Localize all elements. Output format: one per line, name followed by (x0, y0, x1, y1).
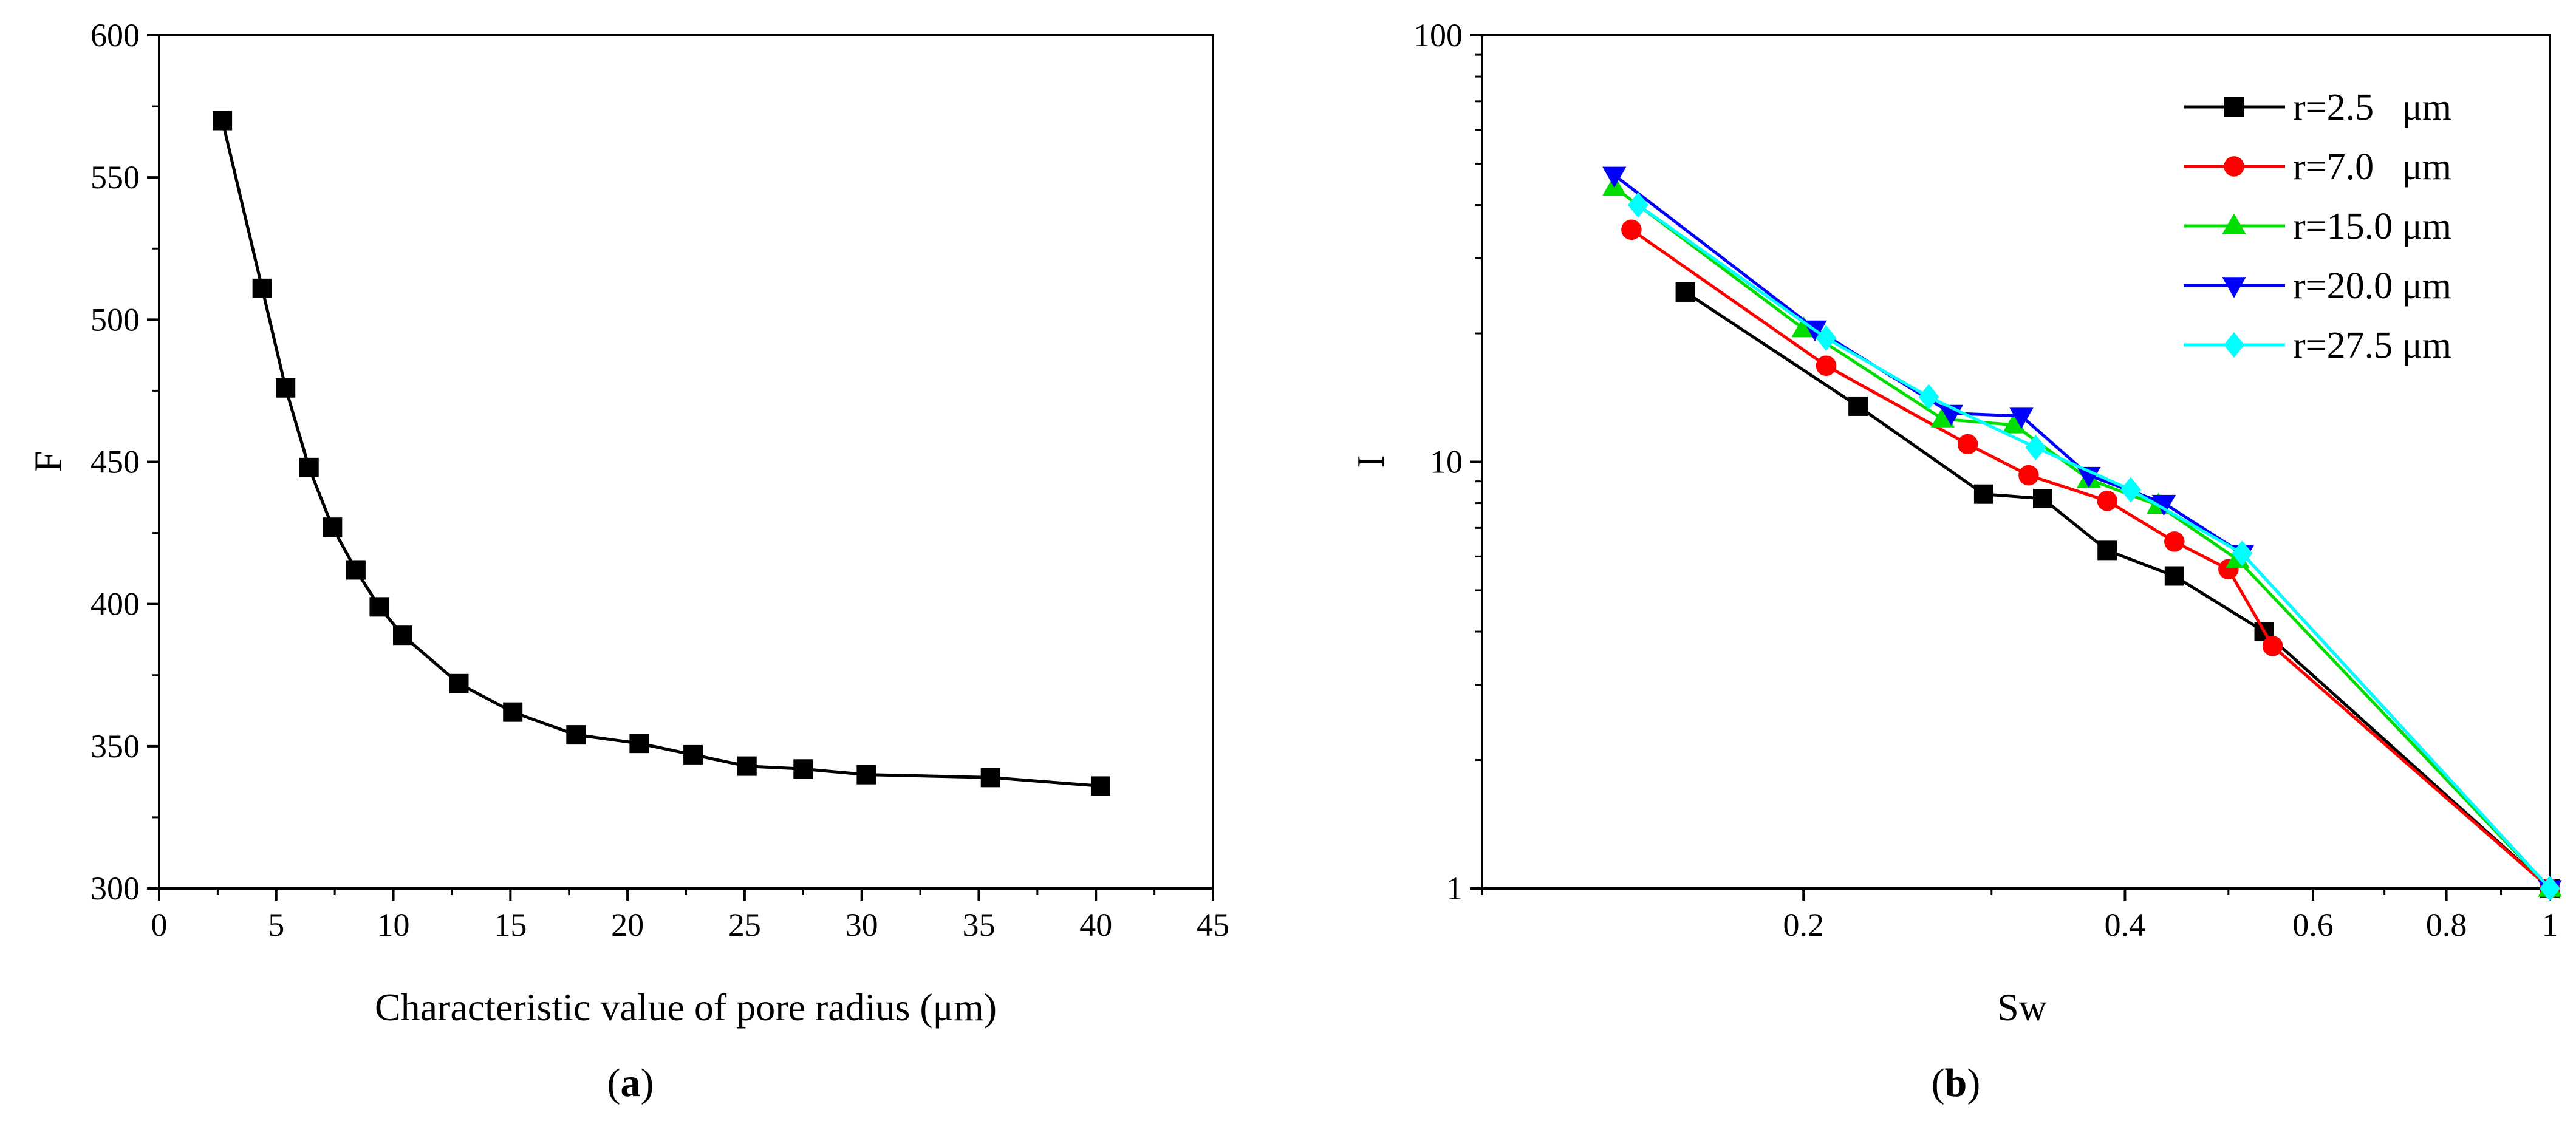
data-point-b (1675, 282, 1695, 302)
x-tick-label-a: 5 (268, 907, 284, 943)
y-ticks-a: 300 350 400 450 500 550 600 (91, 17, 159, 907)
data-point-b (1621, 219, 1642, 240)
series-line-a (220, 120, 1101, 788)
y-tick-label-b: 100 (1413, 17, 1463, 53)
y-tick-label-a: 450 (91, 444, 140, 480)
data-point-b (1918, 384, 1939, 410)
x-tick-label-b: 0.6 (2292, 907, 2334, 943)
data-point-b (2097, 540, 2117, 560)
series-b (1602, 166, 2562, 902)
y-axis-label-a: F (26, 451, 69, 472)
panel-b: 0.2 0.4 0.6 0.8 1 1 10 100 r=2.5 μm r=7.0 μm r=1… (1349, 17, 2562, 1105)
x-axis-label-b: Sw (1997, 986, 2047, 1029)
data-point-b (2018, 465, 2039, 486)
x-tick-label-a: 30 (846, 907, 878, 943)
data-point-b (2120, 477, 2141, 503)
data-point-a (392, 625, 412, 646)
legend-label: r=7.0 μm (2293, 146, 2451, 188)
data-point-b (2025, 434, 2046, 461)
data-point-b (1848, 396, 1868, 416)
legend-label: r=2.5 μm (2293, 87, 2451, 128)
data-point-a (449, 673, 469, 693)
x-tick-label-a: 0 (151, 907, 168, 943)
y-tick-label-a: 400 (91, 586, 140, 622)
x-tick-label-a: 45 (1197, 907, 1229, 943)
x-tick-label-a: 15 (494, 907, 527, 943)
data-point-a (793, 759, 813, 779)
legend-label: r=20.0 μm (2293, 265, 2451, 307)
x-ticks-a: 0 5 10 15 20 25 30 35 40 45 (151, 888, 1229, 943)
data-point-a (299, 457, 319, 477)
data-point-b (1957, 434, 1978, 455)
caption-a-open: ( (607, 1061, 621, 1105)
caption-a: (a) (607, 1061, 654, 1105)
panel-a: 0 5 10 15 20 25 30 35 40 45 300 350 400 450 500 550 600… (26, 17, 1229, 1105)
data-point-a (683, 744, 703, 765)
data-point-a (369, 597, 389, 617)
y-tick-label-a: 500 (91, 301, 140, 338)
x-tick-label-a: 35 (962, 907, 995, 943)
data-point-a (323, 517, 343, 537)
data-point-b (2232, 540, 2253, 567)
data-point-b (1627, 192, 1648, 218)
data-point-a (629, 734, 649, 754)
data-point-a (276, 378, 296, 398)
data-point-a (856, 765, 876, 785)
y-tick-label-b: 1 (1446, 870, 1463, 907)
x-axis-label-a: Characteristic value of pore radius (μm) (375, 986, 997, 1029)
legend-marker (2224, 97, 2244, 117)
data-point-a (566, 725, 586, 745)
legend-marker (2222, 277, 2246, 298)
x-tick-label-b: 0.4 (2105, 907, 2146, 943)
data-point-a (1090, 776, 1110, 796)
series-line-b (1684, 290, 2551, 890)
legend-marker (2222, 213, 2246, 234)
data-point-b (2262, 636, 2283, 656)
x-tick-label-b: 0.8 (2426, 907, 2467, 943)
data-point-a (346, 560, 366, 580)
legend-label: r=27.5 μm (2293, 325, 2451, 366)
y-tick-label-a: 300 (91, 870, 140, 907)
data-point-b (1973, 484, 1993, 504)
caption-a-letter: a (621, 1061, 641, 1105)
x-ticks-b: 0.2 0.4 0.6 0.8 1 (1481, 888, 2558, 943)
y-tick-label-b: 10 (1430, 444, 1463, 480)
data-point-b (1602, 166, 1627, 188)
caption-b: (b) (1932, 1061, 1981, 1105)
data-point-b (2097, 491, 2117, 511)
caption-b-close: ) (1967, 1061, 1980, 1105)
legend-marker (2223, 332, 2245, 358)
x-tick-label-a: 40 (1079, 907, 1112, 943)
series-a (213, 111, 1110, 796)
caption-b-open: ( (1932, 1061, 1945, 1105)
x-tick-label-a: 10 (377, 907, 410, 943)
caption-b-letter: b (1945, 1061, 1967, 1105)
y-ticks-b: 1 10 100 (1413, 17, 1482, 907)
x-tick-label-b: 0.2 (1783, 907, 1824, 943)
legend-b: r=2.5 μm r=7.0 μm r=15.0 μm r=20.0 μm r=27.5… (2184, 87, 2451, 366)
data-point-a (980, 768, 1000, 788)
data-point-b (2033, 489, 2053, 509)
y-axis-label-b: I (1349, 455, 1392, 468)
data-point-b (2164, 566, 2184, 586)
data-point-b (1816, 355, 1837, 376)
data-point-b (2539, 875, 2561, 902)
y-tick-label-a: 600 (91, 17, 140, 53)
data-point-b (2164, 531, 2185, 552)
caption-a-close: ) (641, 1061, 654, 1105)
x-tick-label-a: 25 (728, 907, 761, 943)
y-tick-label-a: 550 (91, 159, 140, 196)
data-point-a (503, 702, 523, 722)
x-tick-label-a: 20 (611, 907, 644, 943)
data-point-a (252, 278, 272, 298)
legend-label: r=15.0 μm (2293, 206, 2451, 247)
legend-marker (2224, 156, 2244, 177)
data-point-a (737, 756, 757, 776)
data-point-a (213, 111, 233, 131)
data-point-b (1816, 325, 1837, 351)
y-tick-label-a: 350 (91, 728, 140, 765)
x-tick-label-b: 1 (2542, 907, 2558, 943)
data-point-b (2009, 407, 2034, 429)
